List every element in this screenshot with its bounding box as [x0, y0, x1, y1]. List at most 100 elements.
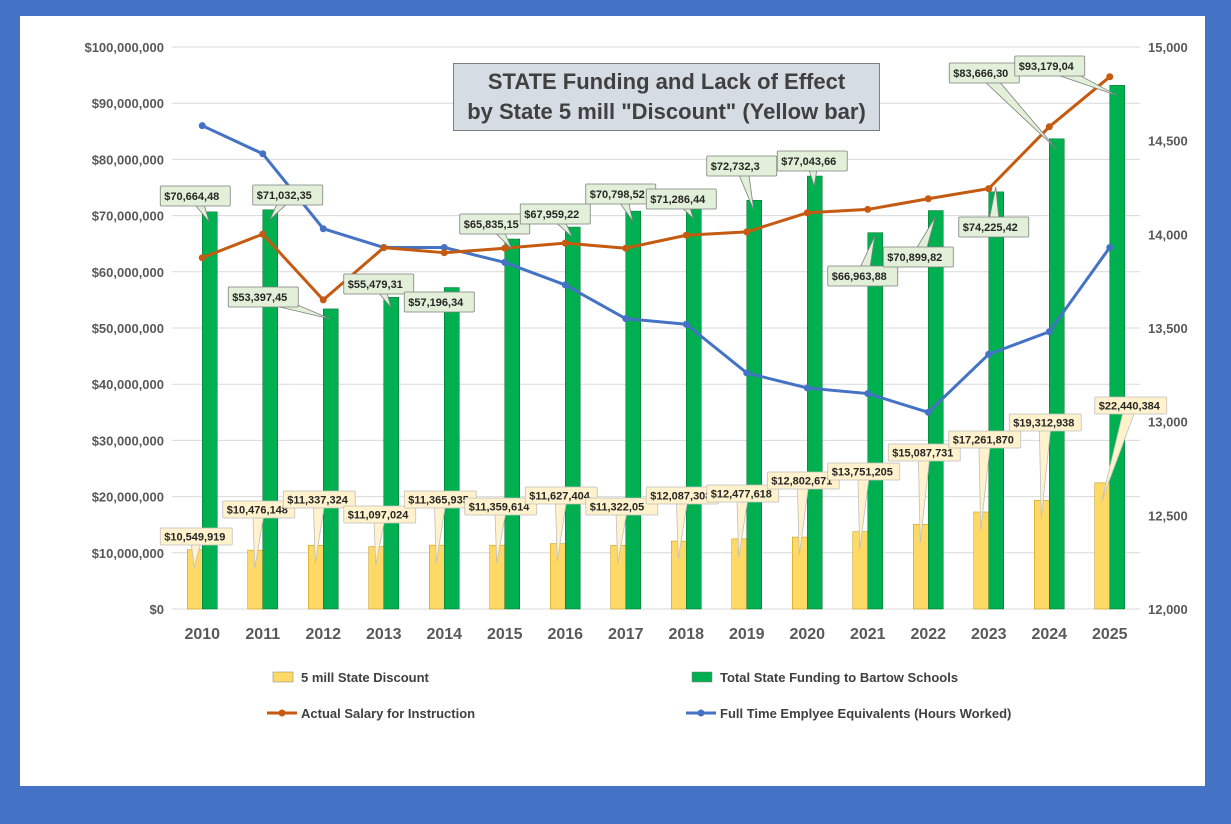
- y-right-tick-label: 13,000: [1148, 415, 1188, 430]
- bar-total-state-funding: [323, 308, 339, 610]
- salary-point: [319, 296, 327, 304]
- callout-discount-seam: [797, 480, 810, 485]
- callout-funding-seam: [615, 191, 627, 197]
- callout-discount-seam: [373, 514, 386, 518]
- callout-funding-seam: [437, 296, 442, 308]
- x-tick-label: 2019: [729, 626, 765, 643]
- callout-discount-text: $17,261,870: [953, 435, 1014, 447]
- legend-funding-swatch: [691, 671, 713, 683]
- bar-total-state-funding: [867, 232, 883, 610]
- callout-discount: $13,751,205: [827, 462, 901, 550]
- callout-funding-text: $53,397,45: [232, 292, 287, 304]
- y-left-tick-label: $100,000,000: [84, 40, 164, 55]
- callout-discount-text: $19,312,938: [1013, 418, 1074, 430]
- callout-discount-text: $10,549,919: [164, 532, 225, 544]
- callout-funding: $67,959,22: [519, 203, 591, 238]
- y-left-tick-label: $30,000,000: [92, 433, 164, 448]
- bar-total-state-funding: [565, 226, 581, 610]
- salary-point: [985, 185, 993, 193]
- callout-discount-text: $10,476,148: [227, 505, 288, 517]
- callout-discount-seam: [555, 495, 568, 499]
- callout-funding: $70,664,48: [159, 185, 231, 223]
- fte-point: [803, 384, 811, 392]
- callout-discount-text: $12,477,618: [711, 489, 772, 501]
- bar-total-state-funding: [746, 199, 762, 610]
- salary-point: [1106, 73, 1114, 81]
- fte-point: [1045, 328, 1053, 336]
- callout-funding-text: $57,196,34: [408, 297, 464, 309]
- callout-funding-text: $70,798,52: [590, 189, 645, 201]
- callout-funding: $72,732,3: [706, 155, 778, 211]
- callout-funding-seam: [979, 68, 989, 78]
- y-left-tick-label: $0: [150, 602, 164, 617]
- callout-funding-seam: [261, 291, 267, 303]
- callout-discount-seam: [434, 499, 447, 503]
- y-right-tick-label: 14,500: [1148, 134, 1188, 149]
- callout-funding: $55,479,31: [343, 273, 415, 308]
- y-right-tick-label: 13,500: [1148, 321, 1188, 336]
- salary-point: [440, 249, 448, 257]
- fte-point: [561, 281, 569, 289]
- callout-funding-seam: [489, 220, 500, 228]
- callout-discount-seam: [918, 452, 931, 457]
- legend-funding-label: Total State Funding to Bartow Schools: [720, 670, 958, 685]
- legend-fte-label: Full Time Emplyee Equivalents (Hours Wor…: [720, 706, 1011, 721]
- callout-funding: $66,963,88: [827, 235, 899, 287]
- x-tick-label: 2016: [547, 626, 583, 643]
- callout-discount: $11,097,024: [343, 505, 417, 565]
- bar-total-state-funding: [202, 211, 218, 610]
- callout-discount: $11,359,614: [464, 497, 538, 564]
- legend-salary-swatch-marker: [278, 709, 286, 717]
- y-left-tick-label: $10,000,000: [92, 546, 164, 561]
- chart-title-box: STATE Funding and Lack of Effect by Stat…: [453, 63, 880, 131]
- x-tick-label: 2020: [789, 626, 825, 643]
- chart-panel: $0 $10,000,000 $20,000,000 $30,000,000 $40,0…: [20, 16, 1205, 786]
- salary-point: [682, 231, 690, 239]
- fte-point: [864, 390, 872, 398]
- callout-discount-seam: [736, 493, 749, 497]
- callout-funding: $74,225,42: [958, 186, 1030, 238]
- bar-total-state-funding: [686, 208, 702, 610]
- x-tick-label: 2011: [245, 626, 280, 643]
- callout-discount-seam: [252, 509, 265, 513]
- callout-funding: $77,043,66: [776, 150, 848, 187]
- callout-discount: $11,337,324: [282, 490, 356, 564]
- fte-point: [622, 315, 630, 323]
- salary-point: [198, 254, 206, 262]
- bar-total-state-funding: [262, 209, 278, 610]
- callout-discount-text: $11,359,614: [469, 502, 530, 514]
- callout-discount: $22,440,384: [1094, 396, 1168, 502]
- callout-funding: $83,666,30: [948, 62, 1057, 150]
- callout-funding-text: $65,835,15: [464, 219, 519, 231]
- y-right-tick-label: 12,500: [1148, 508, 1188, 523]
- y-left-tick-label: $50,000,000: [92, 321, 164, 336]
- callout-discount-text: $11,322,05: [590, 502, 644, 514]
- callout-funding: $57,196,34: [403, 291, 475, 313]
- legend-discount-swatch: [272, 671, 294, 683]
- x-tick-label: 2022: [910, 626, 946, 643]
- x-tick-label: 2025: [1092, 626, 1128, 643]
- callout-discount: $17,261,870: [948, 430, 1022, 531]
- callout-discount-seam: [1039, 422, 1052, 428]
- salary-point: [1045, 123, 1053, 131]
- callout-funding: $53,397,45: [227, 286, 331, 320]
- callout-discount-text: $22,440,384: [1099, 401, 1161, 413]
- callout-funding-text: $72,732,3: [711, 161, 760, 173]
- legend-salary-label: Actual Salary for Instruction: [301, 706, 475, 721]
- callout-funding-text: $77,043,66: [781, 156, 836, 168]
- callout-funding-seam: [282, 191, 293, 199]
- fte-point: [440, 243, 448, 251]
- callout-funding-text: $55,479,31: [348, 279, 403, 291]
- callout-funding-seam: [676, 195, 687, 203]
- callout-discount: $10,476,148: [222, 500, 296, 569]
- y-left-tick-label: $80,000,000: [92, 152, 164, 167]
- salary-point: [259, 230, 267, 238]
- bar-5-mill-discount: [1094, 482, 1110, 610]
- x-tick-label: 2014: [426, 626, 462, 643]
- y-right-tick-label: 12,000: [1148, 602, 1188, 617]
- callout-funding-text: $93,179,04: [1019, 61, 1075, 73]
- chart-subtitle: by State 5 mill "Discount" (Yellow bar): [467, 99, 866, 124]
- callout-funding-seam: [550, 210, 561, 218]
- fte-line: [201, 124, 1111, 414]
- salary-point: [561, 239, 569, 247]
